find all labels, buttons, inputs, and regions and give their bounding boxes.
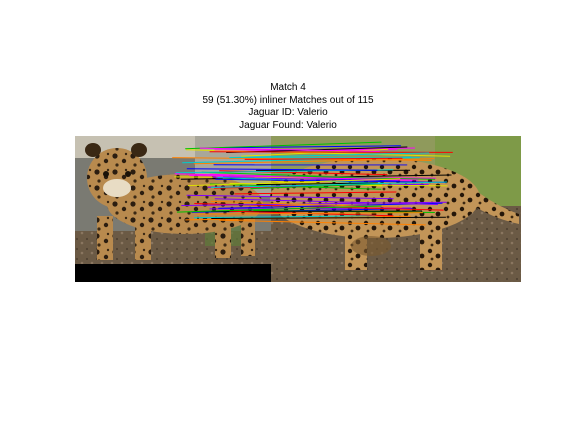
match-line <box>176 205 382 213</box>
match-line <box>185 141 382 150</box>
match-line <box>229 152 430 159</box>
figure-title: Match 4 59 (51.30%) inliner Matches out … <box>0 82 576 132</box>
match-line <box>186 168 378 171</box>
jaguar-id-label: Jaguar ID: Valerio <box>248 107 328 118</box>
match-line <box>250 183 382 190</box>
inlier-summary-label: 59 (51.30%) inliner Matches out of 115 <box>202 94 374 106</box>
match-line <box>214 198 439 205</box>
match-line <box>193 215 376 219</box>
match-line <box>186 194 394 200</box>
match-line <box>211 181 448 188</box>
match-line <box>181 201 447 206</box>
match-line <box>234 191 397 195</box>
match-line <box>244 157 403 160</box>
match-number-label: Match 4 <box>270 82 306 93</box>
match-figure-svg <box>75 136 521 282</box>
match-line <box>256 182 378 186</box>
match-line <box>193 158 435 165</box>
match-line <box>209 151 453 153</box>
match-line <box>197 212 423 215</box>
match-line <box>187 178 401 187</box>
match-figure <box>75 136 521 282</box>
jaguar-found-label: Jaguar Found: Valerio <box>239 119 337 131</box>
match-line <box>241 148 389 157</box>
match-lines <box>172 141 453 226</box>
match-line <box>219 145 401 149</box>
match-line <box>219 219 426 226</box>
match-line <box>211 216 446 219</box>
match-line <box>199 147 380 152</box>
